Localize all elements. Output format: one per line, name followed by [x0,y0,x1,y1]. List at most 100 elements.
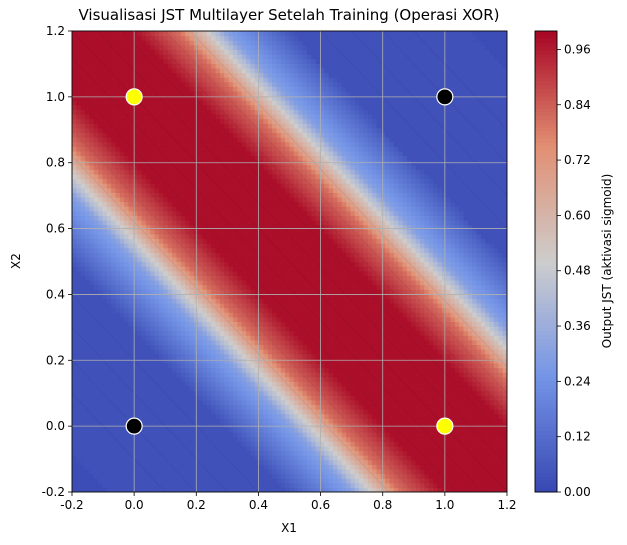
heat-cell [219,173,225,180]
heat-cell [89,86,95,92]
heat-cell [180,113,186,120]
heat-cell [241,127,247,134]
heat-cell [285,422,291,429]
heat-cell [215,367,221,373]
heat-cell [237,127,243,134]
heat-cell [259,104,264,110]
heat-cell [85,95,90,101]
heat-cell [150,100,156,106]
heat-cell [132,173,138,180]
heat-cell [263,252,269,258]
heat-cell [115,206,121,212]
heat-cell [254,67,260,74]
heat-cell [145,192,151,198]
heat-cell [72,67,77,74]
heat-cell [167,81,173,87]
heat-cell [224,206,230,212]
heat-cell [206,81,212,87]
heat-cell [167,404,173,410]
heat-cell [180,427,186,433]
heat-cell [232,293,238,299]
heat-cell [206,86,212,92]
heat-cell [263,450,269,456]
heat-cell [124,118,130,124]
heat-cell [106,409,112,415]
heat-cell [89,247,95,253]
heat-cell [80,127,86,134]
heat-cell [145,58,151,64]
heat-cell [159,238,164,244]
heat-cell [259,330,264,336]
heat-cell [128,362,134,369]
heat-cell [215,238,221,244]
heat-cell [163,132,169,138]
heat-cell [215,100,221,106]
heat-cell [93,441,99,447]
heat-cell [276,44,282,51]
heat-cell [119,35,125,41]
heat-cell [189,487,195,492]
heat-cell [189,173,195,180]
heat-cell [159,302,164,309]
heat-cell [128,123,134,129]
heat-cell [80,478,86,484]
heat-cell [159,330,164,336]
heat-cell [159,349,164,355]
heat-cell [98,173,104,180]
heat-cell [159,95,164,101]
heat-cell [189,215,195,221]
heat-cell [224,307,230,313]
heat-cell [167,58,173,64]
heat-cell [219,478,225,484]
heat-cell [228,229,234,235]
heat-cell [80,326,86,332]
heat-cell [241,266,247,272]
heat-cell [159,247,164,253]
heat-cell [219,155,225,161]
heat-cell [180,63,186,69]
heat-cell [250,362,256,369]
heat-cell [276,146,282,152]
heat-cell [263,307,269,313]
heat-cell [98,49,104,55]
heat-cell [180,270,186,276]
heat-cell [124,339,130,346]
heat-cell [219,395,225,401]
heat-cell [241,95,247,101]
heat-cell [180,192,186,198]
heat-cell [206,67,212,74]
heat-cell [85,358,90,364]
heat-cell [250,137,256,143]
heat-cell [215,95,221,101]
heat-cell [93,312,99,318]
heat-cell [72,243,77,249]
heat-cell [102,137,108,143]
heat-cell [263,146,269,152]
heat-cell [263,123,269,129]
heat-cell [102,427,108,433]
heat-cell [237,118,243,124]
heat-cell [254,132,260,138]
heat-cell [150,63,156,69]
heat-cell [159,192,164,198]
heat-cell [150,289,156,295]
heat-cell [145,233,151,240]
heat-cell [163,118,169,124]
heat-cell [159,210,164,216]
heat-cell [145,54,151,60]
heat-cell [102,344,108,350]
heat-cell [237,302,243,309]
heat-cell [228,113,234,120]
heat-cell [145,298,151,304]
heat-cell [154,141,160,147]
heat-cell [154,81,160,87]
heat-cell [115,215,121,221]
heat-cell [241,395,247,401]
heat-cell [137,330,143,336]
heat-cell [76,252,82,258]
heat-cell [93,321,99,327]
heat-cell [80,206,86,212]
heat-cell [76,72,82,78]
heat-cell [206,44,212,51]
heat-cell [115,141,121,147]
